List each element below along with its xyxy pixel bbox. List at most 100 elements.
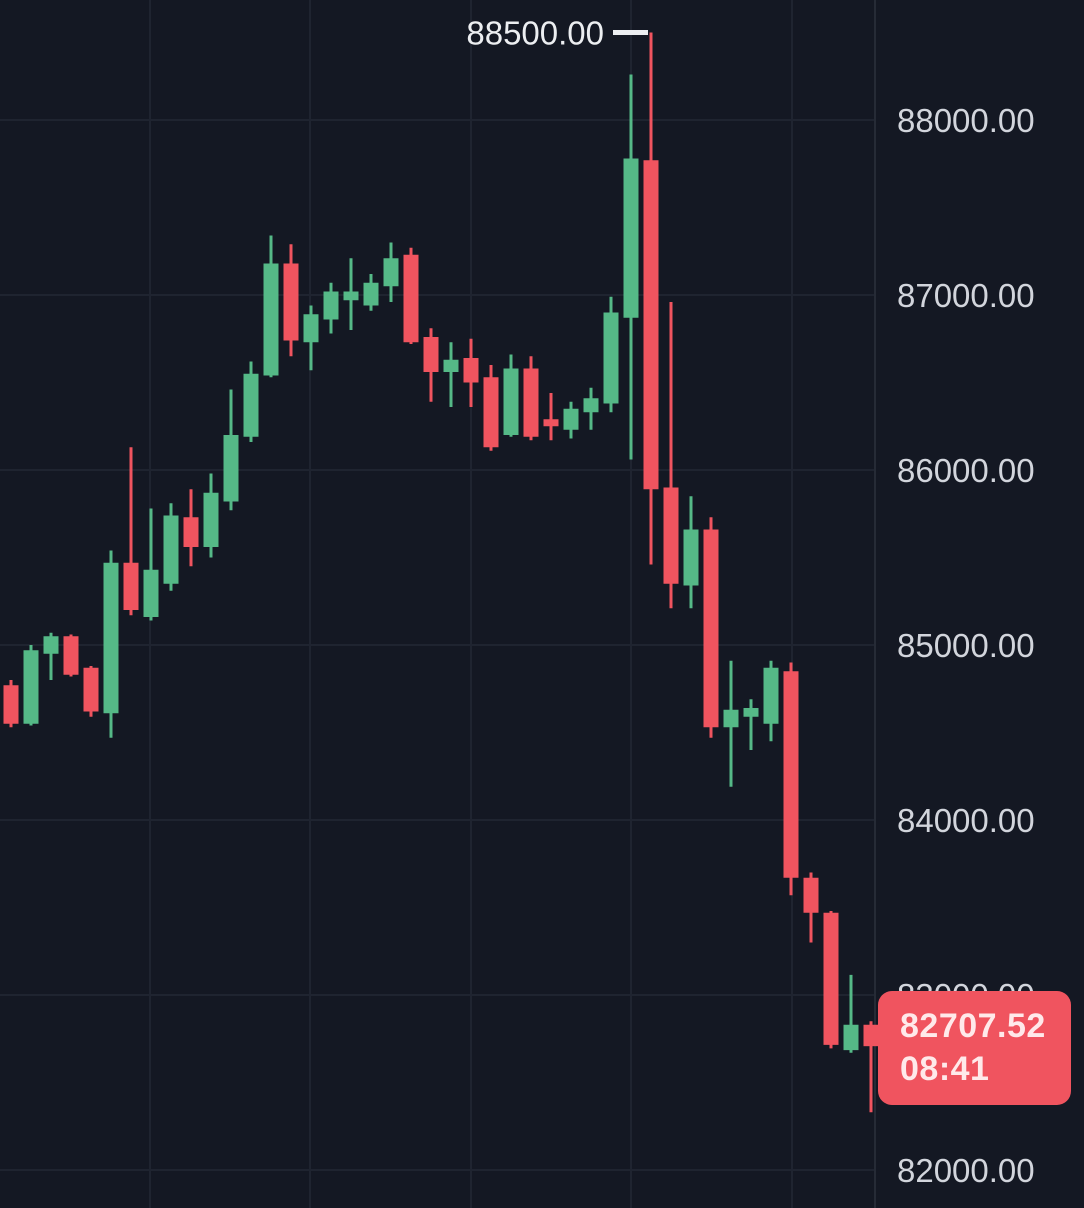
candle-body: [323, 291, 339, 320]
candle-body: [603, 312, 619, 404]
candle: [723, 660, 739, 787]
candle-body: [3, 685, 19, 724]
candle: [803, 872, 819, 943]
y-axis-label: 84000.00: [897, 802, 1035, 839]
candle-wick: [849, 974, 853, 1053]
candle: [383, 242, 399, 302]
candle-body: [863, 1024, 879, 1047]
candle-body: [363, 282, 379, 306]
candle-body: [783, 671, 799, 878]
candle-body: [463, 358, 479, 383]
candle-wick: [869, 1021, 873, 1113]
candle-body: [823, 912, 839, 1045]
candle-body: [503, 368, 519, 435]
candle-body: [63, 636, 79, 675]
candle: [103, 550, 119, 738]
candle: [683, 496, 699, 609]
y-axis-label: 86000.00: [897, 452, 1035, 489]
candle: [363, 274, 379, 311]
candle-body: [583, 398, 599, 413]
candle: [63, 634, 79, 677]
candle: [563, 401, 579, 439]
candle: [343, 258, 359, 330]
candle: [203, 473, 219, 558]
candle-wick: [129, 447, 133, 616]
candle: [843, 974, 859, 1053]
candle-body: [563, 408, 579, 430]
last-price-value: 82707.52: [900, 1006, 1046, 1045]
candle-body: [183, 517, 199, 547]
high-price-marker: 88500.00: [466, 15, 648, 52]
candle-body: [423, 337, 439, 372]
candle: [543, 393, 559, 441]
candle: [863, 1021, 879, 1113]
candle-wick: [49, 632, 53, 680]
candle: [83, 666, 99, 717]
candle-body: [723, 709, 739, 728]
last-price-badge: 82707.52 08:41: [878, 991, 1071, 1105]
candle: [763, 660, 779, 742]
y-axis-label: 87000.00: [897, 277, 1035, 314]
candle: [783, 662, 799, 896]
candle-body: [523, 368, 539, 437]
candle-body: [163, 515, 179, 584]
candle: [223, 389, 239, 511]
candle: [663, 302, 679, 609]
candle: [603, 296, 619, 413]
candle: [403, 247, 419, 344]
candle-body: [303, 314, 319, 343]
candle: [163, 503, 179, 591]
candle: [303, 305, 319, 371]
candle-body: [763, 667, 779, 724]
candle: [283, 244, 299, 357]
candle-body: [343, 291, 359, 301]
candle-body: [383, 258, 399, 287]
candle: [623, 74, 639, 460]
candle: [423, 328, 439, 402]
candle-wick: [669, 302, 673, 609]
candle-wick: [149, 508, 153, 621]
y-axis-label: 88000.00: [897, 102, 1035, 139]
candle-body: [703, 529, 719, 728]
candle: [123, 447, 139, 616]
candle-body: [623, 158, 639, 318]
candle-body: [123, 562, 139, 610]
candle-body: [143, 569, 159, 617]
candle-body: [443, 359, 459, 372]
candle-body: [83, 667, 99, 712]
candle: [583, 387, 599, 430]
candle-body: [663, 487, 679, 584]
candle-body: [643, 160, 659, 490]
candle: [23, 645, 39, 726]
candle-body: [483, 377, 499, 448]
candle-body: [103, 562, 119, 714]
candle: [243, 361, 259, 442]
candle: [483, 365, 499, 451]
candle-wick: [449, 342, 453, 407]
candle-body: [843, 1024, 859, 1051]
candle: [443, 342, 459, 407]
candle-body: [743, 708, 759, 717]
y-axis-label: 82000.00: [897, 1152, 1035, 1189]
candle: [43, 632, 59, 680]
candle: [523, 356, 539, 441]
candle-wick: [749, 699, 753, 750]
bar-countdown-timer: 08:41: [900, 1050, 990, 1088]
candle-body: [43, 636, 59, 654]
candle-body: [683, 529, 699, 586]
candle: [263, 235, 279, 378]
candle: [463, 338, 479, 407]
candle-body: [263, 263, 279, 376]
candle-body: [223, 435, 239, 502]
candle-body: [543, 419, 559, 427]
candle-body: [283, 263, 299, 341]
y-axis-label: 85000.00: [897, 627, 1035, 664]
candle-body: [23, 650, 39, 724]
candle-body: [203, 492, 219, 547]
high-price-label: 88500.00: [466, 15, 604, 52]
candle-body: [803, 877, 819, 913]
candle-body: [403, 254, 419, 343]
candle: [703, 517, 719, 738]
